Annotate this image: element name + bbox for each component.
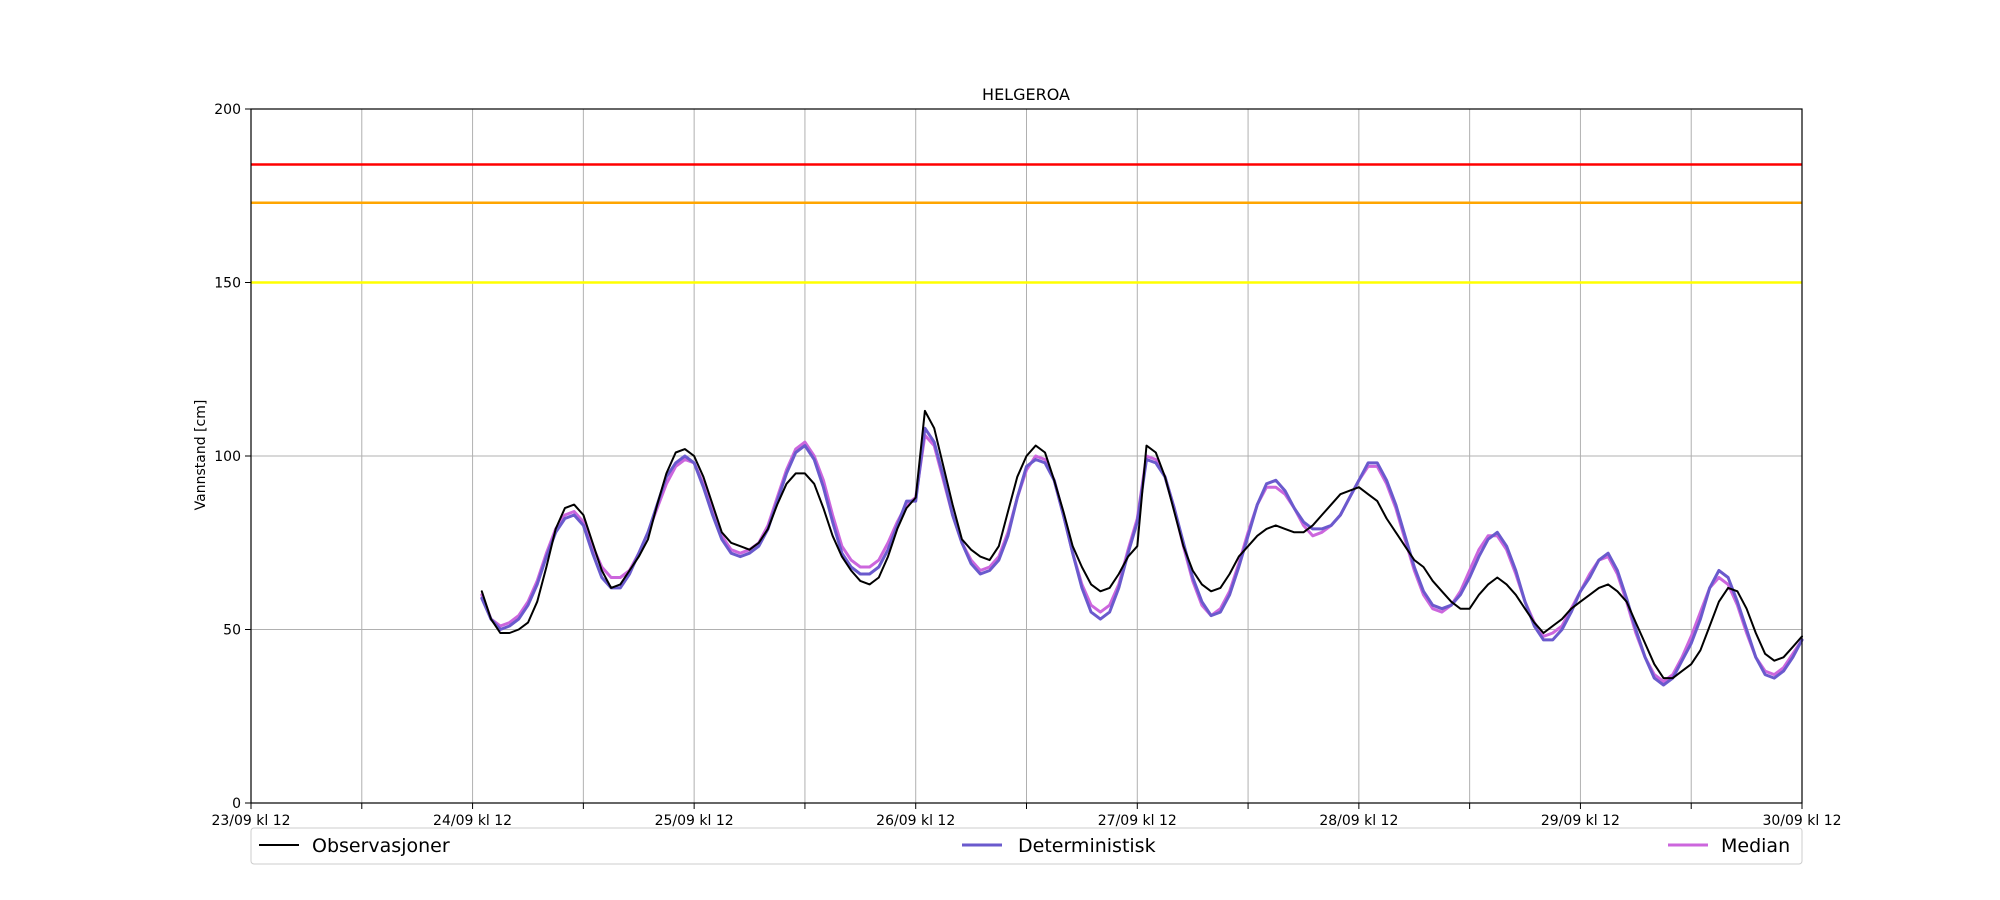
x-tick-label: 26/09 kl 12 bbox=[876, 813, 955, 829]
x-tick-label: 28/09 kl 12 bbox=[1319, 813, 1398, 829]
y-tick-label: 50 bbox=[223, 623, 241, 639]
y-axis-label: Vannstand [cm] bbox=[193, 400, 209, 511]
y-tick-label: 0 bbox=[232, 796, 241, 812]
legend-entry-median: Median bbox=[1668, 835, 1790, 857]
x-tick-label: 23/09 kl 12 bbox=[211, 813, 290, 829]
y-tick-label: 150 bbox=[214, 276, 241, 292]
chart-title: HELGEROA bbox=[982, 85, 1070, 104]
x-tick-label: 30/09 kl 12 bbox=[1762, 813, 1841, 829]
legend-label-deterministisk: Deterministisk bbox=[1018, 835, 1156, 857]
grid bbox=[251, 109, 1802, 803]
x-tick-label: 27/09 kl 12 bbox=[1098, 813, 1177, 829]
legend-label-observasjoner: Observasjoner bbox=[312, 835, 450, 857]
legend: Observasjoner Deterministisk Median bbox=[250, 827, 1803, 865]
legend-entry-observasjoner: Observasjoner bbox=[259, 835, 450, 857]
y-tick-label: 100 bbox=[214, 449, 241, 465]
series-line-median bbox=[480, 433, 1804, 683]
legend-label-median: Median bbox=[1721, 835, 1790, 857]
y-axis-ticks: 0 50 100 150 200 bbox=[214, 102, 251, 812]
legend-entry-deterministisk: Deterministisk bbox=[962, 835, 1156, 857]
legend-box bbox=[250, 827, 1803, 865]
threshold-lines bbox=[251, 163, 1802, 284]
x-tick-label: 25/09 kl 12 bbox=[655, 813, 734, 829]
y-tick-label: 200 bbox=[214, 102, 241, 118]
x-tick-label: 29/09 kl 12 bbox=[1541, 813, 1620, 829]
series-line-observasjoner bbox=[480, 409, 1803, 680]
series-lines bbox=[480, 409, 1804, 687]
x-tick-label: 24/09 kl 12 bbox=[433, 813, 512, 829]
series-line-deterministisk bbox=[480, 426, 1804, 687]
x-axis-ticks: 23/09 kl 12 24/09 kl 12 25/09 kl 12 26/09 k… bbox=[211, 803, 1842, 829]
